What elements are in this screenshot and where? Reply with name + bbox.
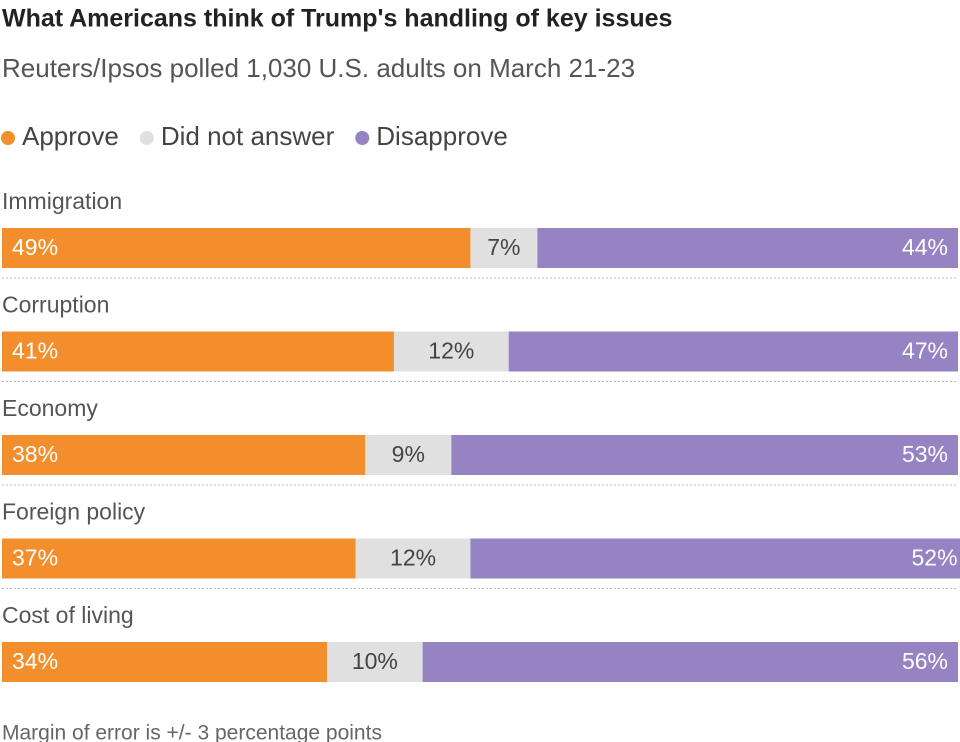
bar-segment <box>422 642 958 682</box>
value-label: 41% <box>12 338 58 364</box>
bar-segment <box>2 228 471 268</box>
value-label: 47% <box>902 338 948 364</box>
category-label: Foreign policy <box>2 499 146 525</box>
bar-segment <box>393 331 509 372</box>
bar-segment <box>2 331 394 372</box>
chart-title: What Americans think of Trump's handling… <box>2 5 672 33</box>
bar-segment <box>365 435 452 475</box>
bar-segment <box>508 331 958 372</box>
bar-segment <box>355 538 471 579</box>
value-label: 12% <box>428 338 474 364</box>
category-label: Immigration <box>2 188 122 214</box>
legend-label: Disapprove <box>376 121 508 151</box>
bar-segment <box>537 228 958 268</box>
legend-swatch <box>1 131 15 145</box>
legend-label: Did not answer <box>161 121 335 151</box>
category-label: Corruption <box>2 292 109 318</box>
bar-segment <box>2 642 328 682</box>
value-label: 9% <box>392 441 425 467</box>
value-label: 7% <box>487 234 520 260</box>
chart-note: Margin of error is +/- 3 percentage poin… <box>2 722 382 742</box>
bar-segment <box>2 538 356 579</box>
value-label: 52% <box>912 545 958 571</box>
value-label: 34% <box>12 648 58 674</box>
legend-swatch <box>139 131 154 145</box>
bar-segment <box>470 228 538 268</box>
value-label: 10% <box>352 648 398 674</box>
value-label: 44% <box>902 234 948 260</box>
value-label: 37% <box>12 545 58 571</box>
category-label: Economy <box>2 395 98 421</box>
bar-segment <box>2 435 366 475</box>
category-label: Cost of living <box>2 602 134 628</box>
bar-segment <box>451 435 958 475</box>
value-label: 53% <box>902 441 948 467</box>
value-label: 56% <box>902 648 948 674</box>
legend-swatch <box>355 131 370 145</box>
legend-label: Approve <box>22 121 119 151</box>
chart-subtitle: Reuters/Ipsos polled 1,030 U.S. adults o… <box>2 53 635 83</box>
value-label: 38% <box>12 441 58 467</box>
value-label: 12% <box>390 545 436 571</box>
bar-segment <box>327 642 423 682</box>
value-label: 49% <box>12 234 58 260</box>
bar-segment <box>470 538 960 579</box>
